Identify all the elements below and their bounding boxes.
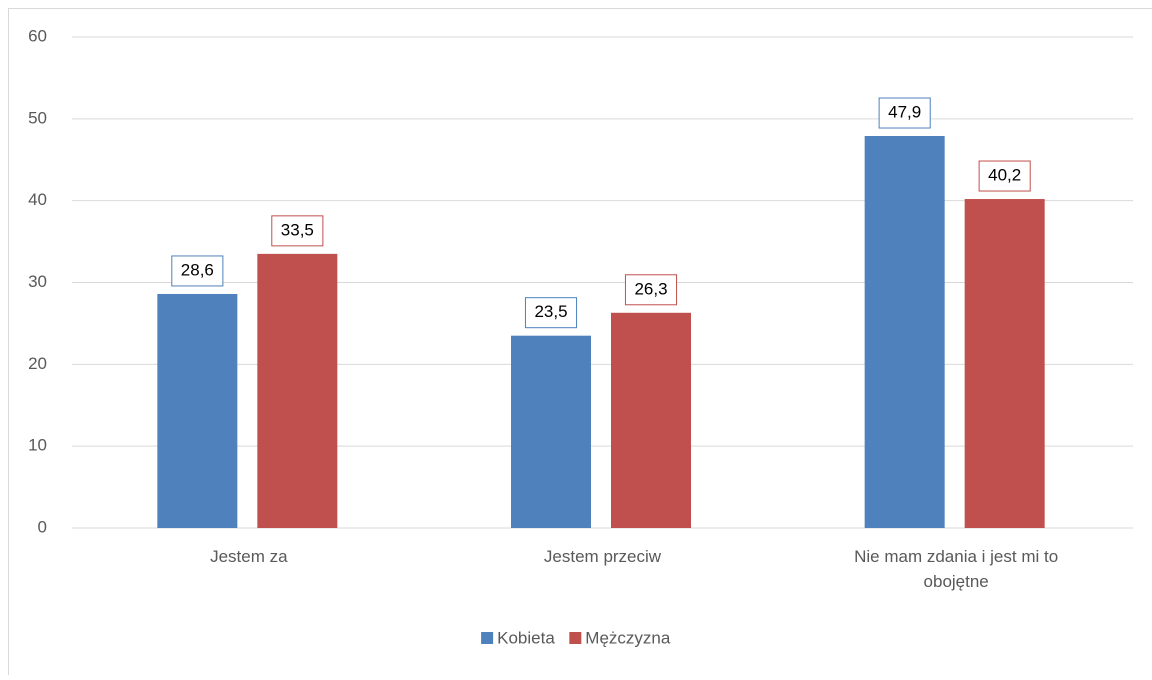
legend-label: Mężczyzna bbox=[585, 628, 671, 647]
legend-swatch bbox=[569, 632, 581, 644]
data-label-text: 40,2 bbox=[988, 166, 1021, 185]
x-tick-label-box: Jestem przeciw bbox=[453, 544, 753, 604]
data-label: 40,2 bbox=[979, 161, 1030, 191]
y-tick-label: 30 bbox=[28, 272, 47, 291]
legend-swatch bbox=[481, 632, 493, 644]
x-tick-label: Jestem przeciw bbox=[488, 544, 718, 569]
bar bbox=[865, 136, 945, 528]
bar bbox=[965, 199, 1045, 528]
data-label-text: 47,9 bbox=[888, 103, 921, 122]
data-label-text: 33,5 bbox=[281, 220, 314, 239]
bar bbox=[511, 336, 591, 528]
data-label: 33,5 bbox=[272, 216, 323, 246]
y-tick-label: 0 bbox=[38, 517, 47, 536]
legend-label: Kobieta bbox=[497, 628, 555, 647]
data-label-text: 23,5 bbox=[534, 302, 567, 321]
data-label: 47,9 bbox=[879, 98, 930, 128]
bar bbox=[157, 294, 237, 528]
data-label-text: 26,3 bbox=[634, 279, 667, 298]
y-tick-label: 10 bbox=[28, 436, 47, 455]
data-label: 23,5 bbox=[525, 298, 576, 328]
x-tick-label: Jestem za bbox=[134, 544, 364, 569]
bar bbox=[611, 313, 691, 528]
bar bbox=[257, 254, 337, 528]
x-tick-label: Nie mam zdania i jest mi to obojętne bbox=[841, 544, 1071, 594]
x-tick-label-box: Nie mam zdania i jest mi to obojętne bbox=[806, 544, 1106, 604]
data-label: 26,3 bbox=[625, 275, 676, 305]
x-tick-label-box: Jestem za bbox=[99, 544, 399, 604]
y-tick-label: 40 bbox=[28, 190, 47, 209]
y-tick-label: 60 bbox=[28, 26, 47, 45]
y-tick-label: 20 bbox=[28, 354, 47, 373]
data-label-text: 28,6 bbox=[181, 260, 214, 279]
data-label: 28,6 bbox=[172, 256, 223, 286]
y-tick-label: 50 bbox=[28, 108, 47, 127]
